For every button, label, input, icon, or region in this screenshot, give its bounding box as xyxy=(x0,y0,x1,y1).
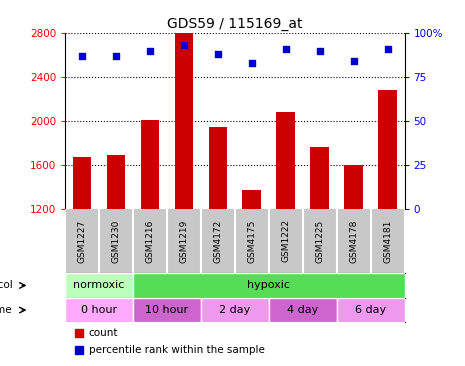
Point xyxy=(180,42,187,48)
Text: GSM1216: GSM1216 xyxy=(146,219,154,263)
Point xyxy=(350,58,357,64)
Bar xyxy=(337,298,405,322)
Text: hypoxic: hypoxic xyxy=(247,280,290,291)
Bar xyxy=(344,165,363,209)
Text: GSM1230: GSM1230 xyxy=(112,219,120,263)
Text: GSM1219: GSM1219 xyxy=(179,219,188,263)
Bar xyxy=(73,157,92,209)
Bar xyxy=(269,298,337,322)
Bar xyxy=(174,33,193,209)
Text: 4 day: 4 day xyxy=(287,305,319,315)
Text: time: time xyxy=(0,305,13,315)
Text: GSM4181: GSM4181 xyxy=(383,219,392,263)
Point xyxy=(316,48,324,53)
Point xyxy=(248,60,256,66)
Text: 6 day: 6 day xyxy=(355,305,386,315)
Point xyxy=(214,51,222,57)
Bar xyxy=(208,127,227,209)
Text: GSM1222: GSM1222 xyxy=(281,219,290,262)
Text: GSM4172: GSM4172 xyxy=(213,219,222,262)
Bar xyxy=(65,273,133,298)
Text: 10 hour: 10 hour xyxy=(146,305,188,315)
Title: GDS59 / 115169_at: GDS59 / 115169_at xyxy=(167,16,303,30)
Bar xyxy=(65,298,133,322)
Bar xyxy=(133,273,405,298)
Text: GSM4178: GSM4178 xyxy=(349,219,358,263)
Point xyxy=(113,53,120,59)
Text: GSM1225: GSM1225 xyxy=(315,219,324,262)
Point xyxy=(146,48,153,53)
Text: protocol: protocol xyxy=(0,280,13,291)
Bar xyxy=(201,298,269,322)
Text: 0 hour: 0 hour xyxy=(81,305,117,315)
Bar xyxy=(106,155,126,209)
Bar xyxy=(140,120,159,209)
Text: percentile rank within the sample: percentile rank within the sample xyxy=(89,345,265,355)
Bar xyxy=(133,298,201,322)
Bar xyxy=(276,112,295,209)
Point xyxy=(78,53,86,59)
Text: count: count xyxy=(89,328,119,337)
Bar xyxy=(242,190,261,209)
Text: normoxic: normoxic xyxy=(73,280,125,291)
Text: 2 day: 2 day xyxy=(219,305,251,315)
Point xyxy=(282,46,289,52)
Text: GSM4175: GSM4175 xyxy=(247,219,256,263)
Bar xyxy=(310,147,329,209)
Bar xyxy=(378,90,397,209)
Point xyxy=(384,46,392,52)
Text: GSM1227: GSM1227 xyxy=(78,219,86,262)
